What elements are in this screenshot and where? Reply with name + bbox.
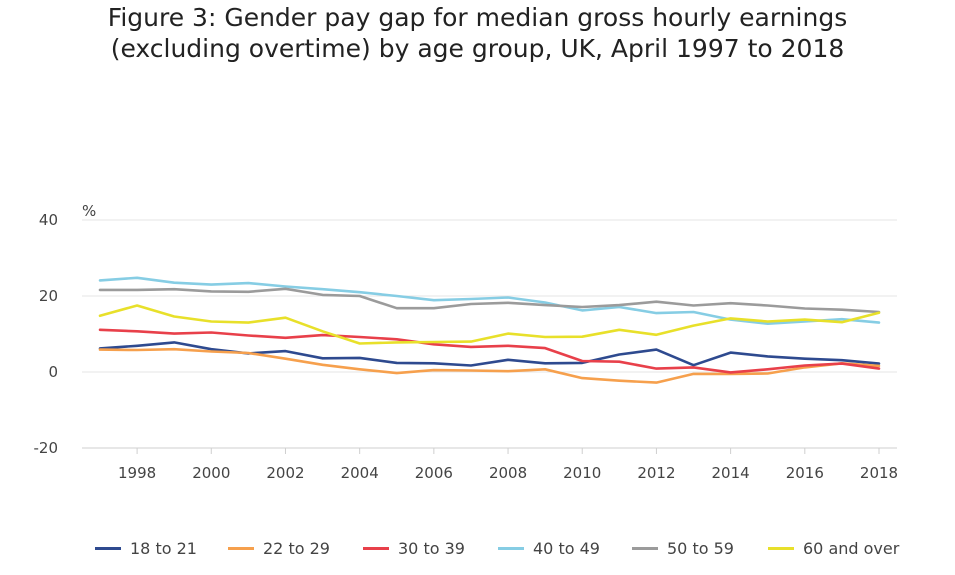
legend-label: 30 to 39 (398, 538, 465, 558)
y-tick-label: 20 (39, 287, 58, 305)
series-line-4 (98, 287, 881, 314)
series-line-1 (98, 347, 881, 384)
legend-label: 60 and over (803, 538, 900, 558)
y-tick-label: 40 (39, 211, 58, 229)
y-tick-label: -20 (34, 439, 59, 457)
series-line-3 (98, 276, 881, 326)
legend-item-2[interactable]: 30 to 39 (363, 533, 465, 563)
legend-swatch (768, 546, 794, 550)
series-line-5 (98, 304, 881, 345)
legend-item-3[interactable]: 40 to 49 (498, 533, 600, 563)
legend-swatch (363, 546, 389, 550)
series-line-2 (98, 328, 881, 374)
series-lines (98, 276, 881, 384)
chart-title-line-2: (excluding overtime) by age group, UK, A… (110, 34, 845, 63)
x-tick-label: 2018 (860, 464, 898, 482)
y-axis-label: % (82, 202, 96, 220)
x-tick-label: 2010 (563, 464, 601, 482)
legend-swatch (95, 546, 121, 550)
legend-label: 18 to 21 (130, 538, 197, 558)
x-axis: 1998 2000 2002 2004 2006 2008 2010 2012 2014 2016… (118, 448, 898, 482)
x-tick-label: 2000 (192, 464, 230, 482)
x-tick-label: 2004 (341, 464, 379, 482)
legend-item-4[interactable]: 50 to 59 (632, 533, 734, 563)
legend-item-0[interactable]: 18 to 21 (95, 533, 197, 563)
x-tick-label: 2014 (712, 464, 750, 482)
legend-swatch (228, 546, 254, 550)
x-tick-label: 2016 (786, 464, 824, 482)
legend-label: 50 to 59 (667, 538, 734, 558)
x-tick-label: 1998 (118, 464, 156, 482)
legend-swatch (632, 546, 658, 550)
y-tick-label: 0 (48, 363, 58, 381)
x-tick-label: 2006 (415, 464, 453, 482)
chart-title-line-1: Figure 3: Gender pay gap for median gros… (107, 3, 848, 32)
legend-swatch (498, 546, 524, 550)
legend-item-1[interactable]: 22 to 29 (228, 533, 330, 563)
chart-title: Figure 3: Gender pay gap for median gros… (0, 2, 955, 64)
x-tick-label: 2008 (489, 464, 527, 482)
legend-label: 22 to 29 (263, 538, 330, 558)
legend: 18 to 21 22 to 29 30 to 39 40 to 49 50 to 59… (0, 533, 955, 563)
x-tick-label: 2012 (637, 464, 675, 482)
x-tick-label: 2002 (266, 464, 304, 482)
legend-item-5[interactable]: 60 and over (768, 533, 899, 563)
legend-label: 40 to 49 (533, 538, 600, 558)
y-axis-ticks: 40 20 0 -20 (34, 211, 59, 457)
